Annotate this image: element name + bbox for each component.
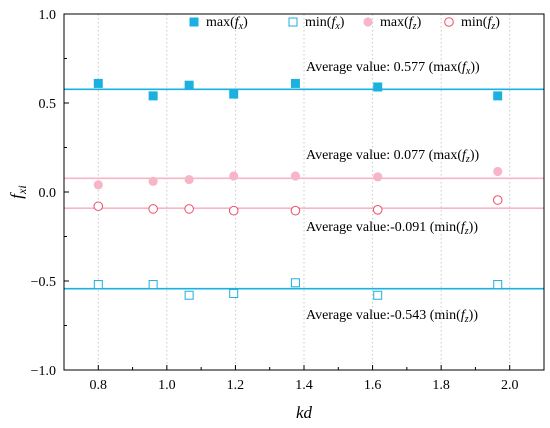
point-max-fz <box>148 176 158 186</box>
legend-marker <box>288 17 298 27</box>
point-min-fz <box>372 205 383 215</box>
point-max-fx <box>184 80 194 90</box>
average-annotation: Average value:-0.091 (min(fz)) <box>306 220 478 237</box>
legend-marker <box>189 17 199 27</box>
grid-lines <box>97 14 511 370</box>
y-tick-label: 0.0 <box>39 186 57 201</box>
x-tick-label: 1.4 <box>295 378 313 393</box>
data-points <box>93 78 503 300</box>
x-tick-label: 1.6 <box>364 378 382 393</box>
average-lines <box>64 88 544 290</box>
point-max-fx <box>493 91 503 101</box>
legend-label: max(fz) <box>380 15 422 32</box>
legend-label: min(fx) <box>305 15 345 32</box>
x-tick-label: 1.8 <box>432 378 450 393</box>
x-tick-label: 1.2 <box>227 378 245 393</box>
legend: max(fx) min(fx) max(fz) min(fz) <box>189 15 500 32</box>
point-max-fz <box>184 174 194 185</box>
y-tick-label: −0.5 <box>31 275 56 290</box>
y-tick-label: 1.0 <box>39 8 57 23</box>
legend-item-max-fz: max(fz) <box>363 15 422 32</box>
point-max-fx <box>229 89 239 99</box>
legend-marker <box>444 17 454 27</box>
point-max-fz <box>229 171 239 181</box>
x-axis-title: kd <box>296 403 313 422</box>
point-min-fz <box>492 195 503 205</box>
point-min-fz <box>228 205 239 216</box>
point-max-fx <box>373 82 383 92</box>
point-min-fz <box>184 204 194 214</box>
point-min-fx <box>373 290 383 300</box>
point-max-fx <box>290 78 300 88</box>
average-annotations: Average value: 0.577 (max(fx)) Average va… <box>306 60 480 325</box>
point-max-fz <box>93 180 103 190</box>
average-annotation: Average value: 0.077 (max(fz)) <box>306 148 479 165</box>
point-max-fz <box>373 172 383 182</box>
x-tick-label: 2.0 <box>501 378 519 393</box>
legend-label: max(fx) <box>206 15 248 32</box>
average-annotation: Average value: 0.577 (max(fx)) <box>306 60 480 77</box>
point-min-fz <box>93 201 104 212</box>
average-annotation: Average value:-0.543 (min(fz)) <box>306 308 478 325</box>
x-tick-label: 0.8 <box>90 378 108 393</box>
point-min-fx <box>184 290 194 300</box>
axis-ticks: 0.8 1.0 1.2 1.4 1.6 1.8 2.0 −1.0 −0.5 0.0 0.5 1.0 <box>31 8 519 393</box>
point-min-fz <box>148 204 158 214</box>
x-tick-label: 1.0 <box>158 378 176 393</box>
y-tick-label: 0.5 <box>39 97 57 112</box>
point-min-fz <box>290 205 301 216</box>
point-max-fz <box>290 171 301 181</box>
point-max-fz <box>493 166 503 177</box>
y-tick-label: −1.0 <box>31 364 56 379</box>
legend-item-max-fx: max(fx) <box>189 15 248 32</box>
legend-item-min-fx: min(fx) <box>288 15 345 32</box>
legend-item-min-fz: min(fz) <box>444 15 500 32</box>
point-min-fx <box>290 278 300 288</box>
point-min-fx <box>493 280 503 290</box>
y-axis-title: fxi <box>7 185 29 198</box>
point-min-fx <box>93 280 103 290</box>
point-min-fx <box>229 288 239 298</box>
point-max-fx <box>93 78 103 88</box>
legend-label: min(fz) <box>461 15 500 32</box>
legend-marker <box>363 17 373 27</box>
point-min-fx <box>148 280 158 290</box>
point-max-fx <box>148 91 158 101</box>
